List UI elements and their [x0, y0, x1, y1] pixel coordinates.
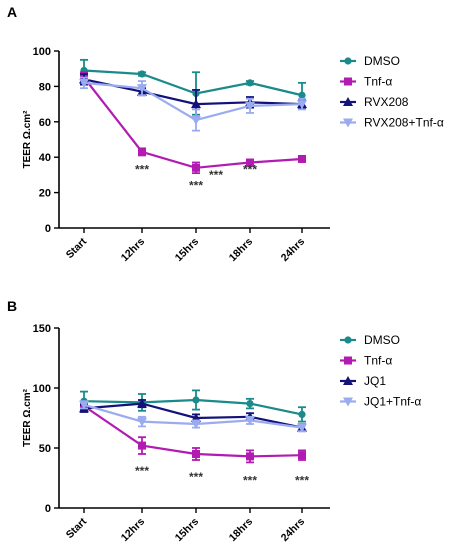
data-point — [298, 410, 306, 418]
legend-marker — [343, 397, 353, 407]
legend-marker — [344, 57, 352, 65]
significance-label: *** — [209, 168, 223, 182]
data-point — [192, 163, 200, 172]
y-axis-label: TEER Ω.cm² — [22, 388, 33, 447]
data-point — [297, 423, 307, 433]
significance-label: *** — [189, 470, 203, 484]
legend-marker — [344, 77, 352, 86]
legend-label: DMSO — [364, 333, 400, 347]
legend-marker — [343, 118, 353, 128]
legend-item: RVX208+Tnf-α — [340, 116, 444, 130]
legend-label: RVX208+Tnf-α — [364, 116, 444, 130]
y-tick-label: 40 — [39, 152, 51, 164]
series-rvx208-tnf- — [79, 76, 307, 132]
significance-label: *** — [295, 473, 309, 487]
legend-item: JQ1 — [340, 374, 386, 388]
legend-item: DMSO — [340, 54, 400, 68]
data-point — [245, 101, 255, 111]
panel-letter: B — [7, 298, 17, 314]
x-tick-label: Start — [64, 515, 90, 541]
data-point — [79, 78, 89, 88]
data-point — [137, 84, 147, 94]
x-tick-label: 12hrs — [119, 516, 147, 544]
data-point — [192, 396, 200, 404]
legend-marker — [343, 97, 353, 106]
series-line — [83, 398, 303, 416]
data-point — [246, 79, 254, 87]
legend-label: RVX208 — [364, 95, 409, 109]
data-point — [246, 452, 254, 461]
series-jq1-tnf- — [79, 400, 307, 433]
data-point — [246, 400, 254, 408]
series-rvx208 — [79, 73, 307, 120]
y-axis-label: TEER Ω.cm² — [22, 110, 33, 169]
y-tick-label: 20 — [39, 188, 51, 200]
y-tick-label: 100 — [33, 383, 51, 395]
x-tick-label: 24hrs — [279, 236, 307, 264]
data-point — [192, 450, 200, 458]
legend-label: DMSO — [364, 54, 400, 68]
series-line — [83, 76, 303, 169]
series-tnf- — [80, 401, 306, 464]
data-point — [297, 100, 307, 110]
data-point — [298, 154, 306, 163]
data-point — [245, 416, 255, 426]
data-point — [246, 158, 254, 167]
legend-item: DMSO — [340, 333, 400, 347]
legend-label: JQ1+Tnf-α — [364, 395, 421, 409]
data-point — [137, 417, 147, 427]
x-tick-label: 24hrs — [279, 516, 307, 544]
chart-panel-b: B 0 50 100 150 TEER Ω.cm² Start 12hrs 15hrs 18hrs… — [7, 298, 421, 544]
data-point — [137, 398, 147, 408]
x-tick-label: 15hrs — [173, 516, 201, 544]
data-point — [191, 99, 201, 109]
y-tick-label: 100 — [33, 46, 51, 58]
legend-label: Tnf-α — [364, 354, 392, 368]
x-tick-label: 12hrs — [119, 236, 147, 264]
legend-label: JQ1 — [364, 374, 386, 388]
significance-label: *** — [243, 473, 257, 487]
legend-item: Tnf-α — [340, 75, 392, 89]
data-point — [191, 420, 201, 429]
legend-item: Tnf-α — [340, 354, 392, 368]
y-tick-label: 150 — [33, 323, 51, 335]
significance-label: *** — [135, 163, 149, 177]
significance-label: *** — [189, 179, 203, 193]
data-point — [138, 147, 146, 156]
legend-item: RVX208 — [340, 95, 409, 109]
data-point — [79, 400, 89, 410]
data-point — [191, 116, 201, 126]
significance-label: *** — [135, 464, 149, 478]
y-tick-label: 80 — [39, 81, 51, 93]
panel-letter: A — [7, 4, 17, 20]
data-point — [138, 70, 146, 78]
x-tick-label: 18hrs — [227, 236, 255, 264]
data-point — [298, 91, 306, 99]
legend-marker — [343, 376, 353, 385]
legend-marker — [344, 336, 352, 344]
legend-label: Tnf-α — [364, 75, 392, 89]
x-tick-label: Start — [64, 235, 90, 261]
chart-panel-a: A 0 20 40 60 80 100 TEER Ω.cm² Start 12hrs 15hrs 18… — [7, 4, 444, 264]
y-tick-label: 0 — [45, 223, 51, 235]
legend: DMSO Tnf-α JQ1 JQ1+Tnf-α — [340, 333, 421, 409]
data-point — [298, 451, 306, 460]
significance-label: *** — [243, 163, 257, 177]
x-tick-label: 18hrs — [227, 516, 255, 544]
data-point — [138, 441, 146, 450]
legend-item: JQ1+Tnf-α — [340, 395, 421, 409]
y-tick-label: 0 — [45, 503, 51, 515]
y-tick-label: 60 — [39, 117, 51, 129]
legend-marker — [344, 356, 352, 365]
legend: DMSO Tnf-α RVX208 RVX208+Tnf-α — [340, 54, 444, 130]
y-tick-label: 50 — [39, 443, 51, 455]
x-tick-label: 15hrs — [173, 236, 201, 264]
